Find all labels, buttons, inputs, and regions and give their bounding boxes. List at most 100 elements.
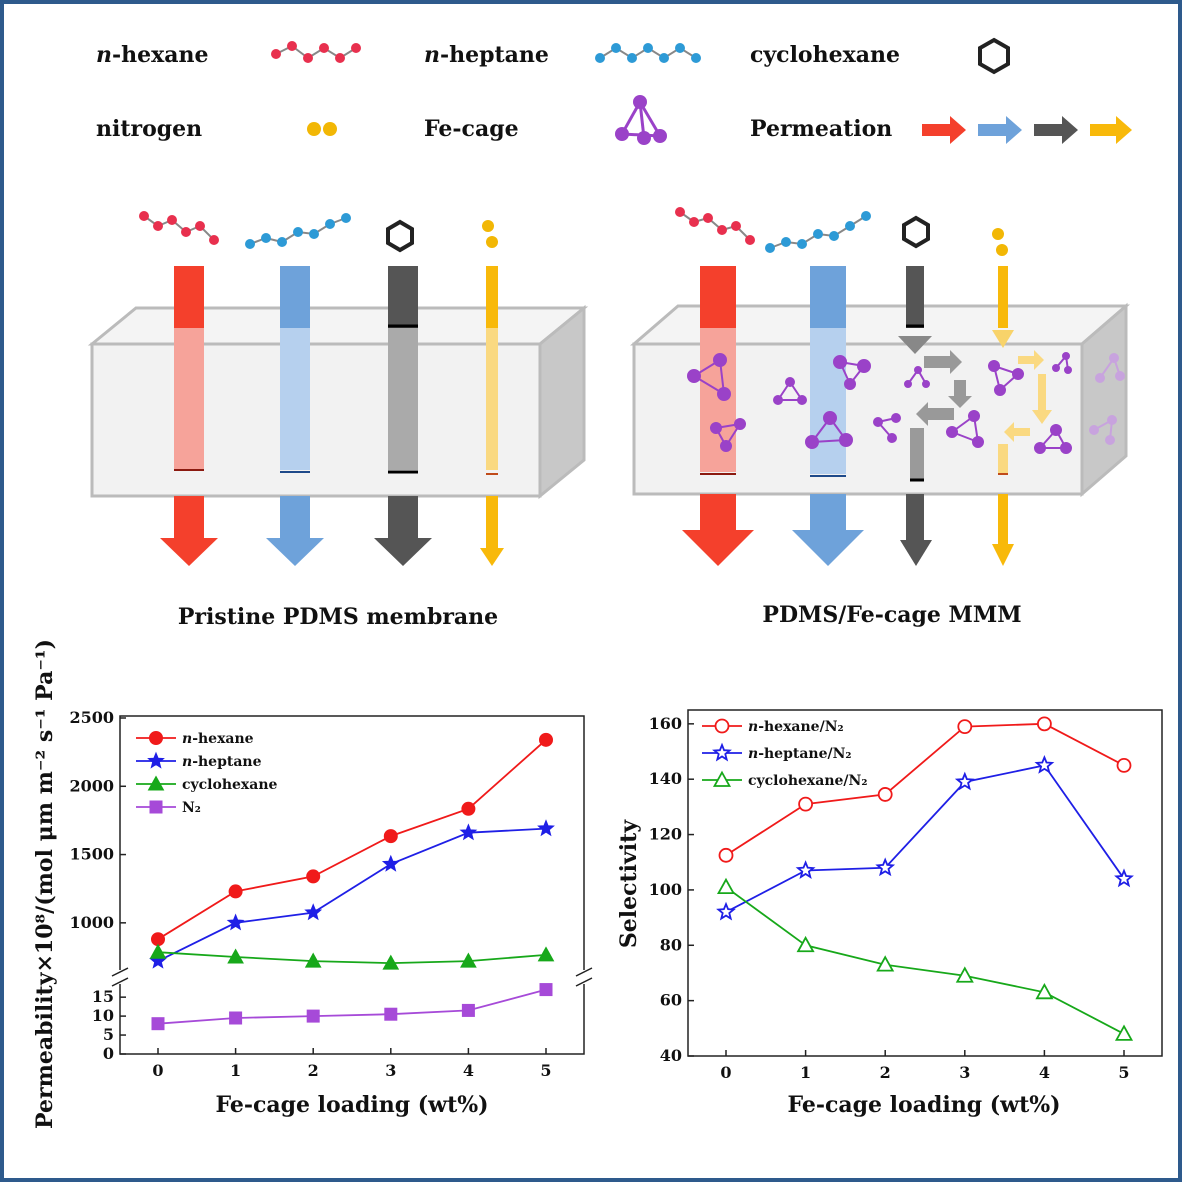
data-point-n-heptane [226, 913, 245, 931]
data-point-N2 [461, 1003, 475, 1017]
data-point-N2 [229, 1011, 243, 1025]
data-point-n-heptane [459, 823, 478, 841]
x-tick-label: 0 [720, 1063, 731, 1082]
data-point-cyclohexane/N2 [716, 877, 736, 895]
mixed-matrix-membrane-diagram: PDMS/Fe-cage MMM [629, 207, 1131, 628]
data-point-n-heptane/N2 [875, 857, 896, 877]
data-point-n-hexane/N2 [1116, 757, 1132, 773]
y-tick-label: 1000 [69, 913, 114, 932]
species-legend: n-hexane n-heptane cyclohexane nitrogen … [96, 37, 1132, 145]
caption-pristine: Pristine PDMS membrane [178, 604, 498, 630]
nitrogen-molecule-icon [307, 122, 337, 136]
selectivity-legend: n-hexane/N₂ n-heptane/N₂ cyclohexane/N₂ [702, 718, 867, 789]
data-point-cyclohexane/N2 [1035, 982, 1054, 1000]
x-tick-label: 3 [385, 1061, 396, 1080]
series-line-N2 [157, 988, 547, 1025]
data-point-n-hexane/N2 [798, 796, 813, 812]
data-point-cyclohexane [227, 948, 244, 964]
data-point-N2 [306, 1009, 320, 1023]
hexane-molecule-icon [271, 41, 361, 63]
series-line-cyclohexane/N2 [725, 886, 1125, 1035]
axis-break-mark [575, 977, 593, 987]
y-tick-label: 40 [660, 1046, 682, 1065]
y-tick-label: 120 [649, 825, 682, 844]
heptane-molecule-icon [245, 213, 351, 249]
axis-break-mark [111, 977, 129, 987]
x-tick-label: 5 [1118, 1063, 1129, 1082]
legend-marker [149, 731, 163, 745]
y-tick-label: 100 [649, 880, 682, 899]
permeability-legend: n-hexane n-heptane cyclohexane N₂ [136, 731, 278, 816]
series-line-n-heptane [157, 827, 547, 962]
legend-marker [147, 775, 165, 791]
y-tick-label: 15 [92, 987, 114, 1006]
figure-canvas: n-hexane n-heptane cyclohexane nitrogen … [32, 37, 1163, 1129]
x-tick-label: 2 [308, 1061, 319, 1080]
y-tick-label: 2500 [69, 708, 114, 727]
data-point-cyclohexane [382, 954, 400, 970]
data-point-n-hexane [383, 829, 398, 844]
hexane-molecule-icon [139, 211, 219, 245]
axis-break-gap [108, 970, 132, 984]
data-point-n-hexane/N2 [877, 787, 893, 802]
legend-label: cyclohexane [182, 777, 278, 793]
series-line-cyclohexane [157, 951, 547, 965]
data-point-n-heptane/N2 [1034, 755, 1055, 774]
data-point-n-hexane [461, 801, 476, 816]
x-tick-label: 3 [959, 1063, 970, 1082]
permeability-x-axis-title: Fe-cage loading (wt%) [215, 1092, 488, 1118]
data-point-cyclohexane/N2 [876, 955, 895, 972]
data-point-N2 [151, 1017, 165, 1031]
permeability-plot-area [119, 715, 585, 1055]
x-tick-label: 1 [230, 1061, 241, 1080]
y-tick-label: 140 [649, 769, 682, 788]
data-point-n-heptane/N2 [1114, 868, 1134, 888]
legend-marker [712, 742, 732, 762]
y-tick-label: 60 [660, 991, 682, 1010]
axis-break-mark [111, 967, 129, 977]
legend-heptane: n-heptane [424, 42, 549, 68]
data-point-N2 [539, 983, 553, 997]
selectivity-y-axis-title: Selectivity [616, 819, 642, 948]
legend-label: cyclohexane/N₂ [748, 773, 867, 789]
y-tick-label: 80 [660, 935, 682, 954]
data-point-cyclohexane/N2 [1114, 1024, 1134, 1041]
nitrogen-molecule-icon [992, 228, 1008, 256]
data-point-cyclohexane/N2 [796, 935, 815, 953]
data-point-cyclohexane/N2 [955, 966, 974, 983]
heptane-molecule-icon [765, 211, 871, 253]
series-line-n-heptane/N2 [725, 764, 1125, 913]
data-point-n-heptane/N2 [954, 771, 975, 791]
fe-cage-icon [687, 352, 1072, 454]
data-point-n-hexane/N2 [957, 719, 973, 735]
legend-cyclohexane: cyclohexane [750, 42, 900, 68]
cyclohexane-molecule-icon [386, 219, 414, 253]
legend-hexane: n-hexane [96, 42, 209, 68]
data-point-n-hexane/N2 [1037, 716, 1052, 732]
x-tick-label: 5 [540, 1061, 551, 1080]
data-point-n-heptane [537, 819, 555, 837]
series-line-n-hexane [157, 739, 547, 940]
pristine-membrane-diagram: Pristine PDMS membrane [87, 211, 589, 630]
y-tick-label: 2000 [69, 776, 114, 795]
legend-marker [147, 751, 165, 769]
y-tick-label: 0 [103, 1044, 114, 1063]
legend-label: n-hexane [182, 731, 254, 747]
legend-permeation: Permeation [750, 116, 892, 142]
data-point-n-hexane [539, 732, 553, 747]
hexane-molecule-icon [675, 207, 755, 245]
data-point-cyclohexane [304, 952, 322, 968]
nitrogen-molecule-icon [482, 220, 498, 248]
y-tick-label: 160 [649, 714, 682, 733]
x-tick-label: 2 [880, 1063, 891, 1082]
axis-break-mark [575, 967, 593, 977]
cyclohexane-molecule-icon [902, 215, 930, 249]
y-tick-label: 10 [92, 1006, 114, 1025]
x-tick-label: 1 [800, 1063, 811, 1082]
selectivity-x-axis-title: Fe-cage loading (wt%) [787, 1092, 1060, 1118]
legend-fecage: Fe-cage [424, 116, 519, 142]
data-point-cyclohexane [149, 943, 167, 959]
fe-cage-icon [615, 95, 667, 145]
